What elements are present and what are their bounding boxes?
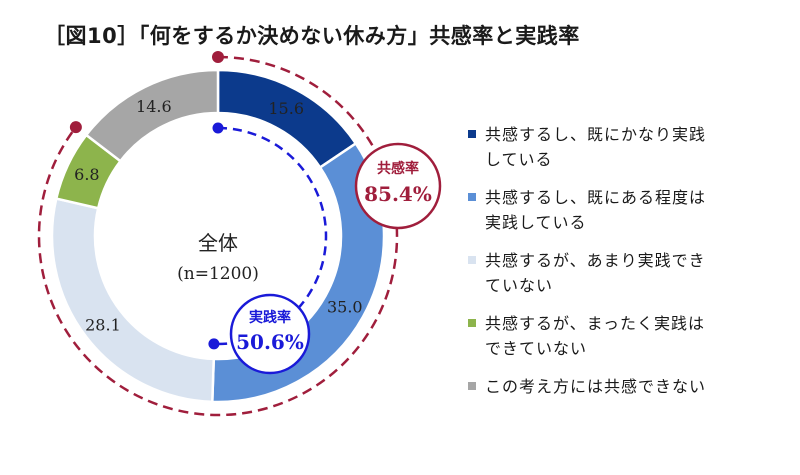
legend-swatch bbox=[468, 382, 476, 390]
legend-label: この考え方には共感できない bbox=[485, 377, 707, 396]
practice-badge-value: 50.6% bbox=[236, 330, 304, 354]
center-label: 全体 bbox=[198, 231, 238, 255]
empathy-arc-start-dot bbox=[212, 51, 224, 63]
segment-value-label: 6.8 bbox=[74, 165, 99, 184]
chart-legend: 共感するし、既にかなり実践 している 共感するし、既にある程度は 実践している 共感する… bbox=[468, 122, 788, 412]
legend-item-1: 共感するし、既にかなり実践 している bbox=[468, 122, 788, 172]
legend-item-5: この考え方には共感できない bbox=[468, 374, 788, 399]
legend-label: 共感するが、まったく実践は できていない bbox=[485, 314, 706, 358]
chart-title: ［図10］「何をするか決めない休み方」共感率と実践率 bbox=[44, 24, 580, 48]
empathy-dashed-arc bbox=[37, 55, 399, 417]
donut-segment-1 bbox=[216, 68, 358, 170]
practice-arc-end-dot bbox=[208, 338, 220, 350]
practice-badge-circle bbox=[229, 293, 311, 375]
legend-swatch bbox=[468, 130, 476, 138]
empathy-badge-circle bbox=[354, 142, 442, 230]
segment-value-label: 35.0 bbox=[327, 297, 363, 316]
segment-value-label: 14.6 bbox=[136, 97, 172, 116]
practice-badge-label: 実践率 bbox=[249, 309, 291, 326]
legend-swatch bbox=[468, 256, 476, 264]
legend-item-2: 共感するし、既にある程度は 実践している bbox=[468, 185, 788, 235]
legend-label: 共感するし、既にある程度は 実践している bbox=[485, 188, 707, 232]
practice-arc-start-dot bbox=[212, 122, 224, 134]
legend-swatch bbox=[468, 193, 476, 201]
donut-segment-3 bbox=[50, 197, 216, 404]
legend-item-3: 共感するが、あまり実践でき ていない bbox=[468, 248, 788, 298]
empathy-arc-end-dot bbox=[69, 121, 82, 134]
legend-item-4: 共感するが、まったく実践は できていない bbox=[468, 311, 788, 361]
empathy-rate-arc bbox=[37, 51, 399, 417]
empathy-badge-label: 共感率 bbox=[377, 160, 419, 177]
segment-value-label: 15.6 bbox=[268, 99, 304, 118]
segment-labels: 15.6 35.0 28.1 6.8 14.6 bbox=[74, 97, 362, 334]
empathy-badge-value: 85.4% bbox=[364, 182, 432, 206]
center-sublabel: (n=1200) bbox=[177, 264, 259, 284]
legend-swatch bbox=[468, 319, 476, 327]
segment-value-label: 28.1 bbox=[85, 315, 121, 334]
donut-segment-5 bbox=[84, 68, 220, 163]
practice-rate-badge: 実践率 50.6% bbox=[229, 293, 311, 375]
legend-label: 共感するし、既にかなり実践 している bbox=[485, 125, 707, 169]
legend-label: 共感するが、あまり実践でき ていない bbox=[485, 251, 706, 295]
donut-segments bbox=[50, 68, 386, 404]
empathy-rate-badge: 共感率 85.4% bbox=[354, 142, 442, 230]
